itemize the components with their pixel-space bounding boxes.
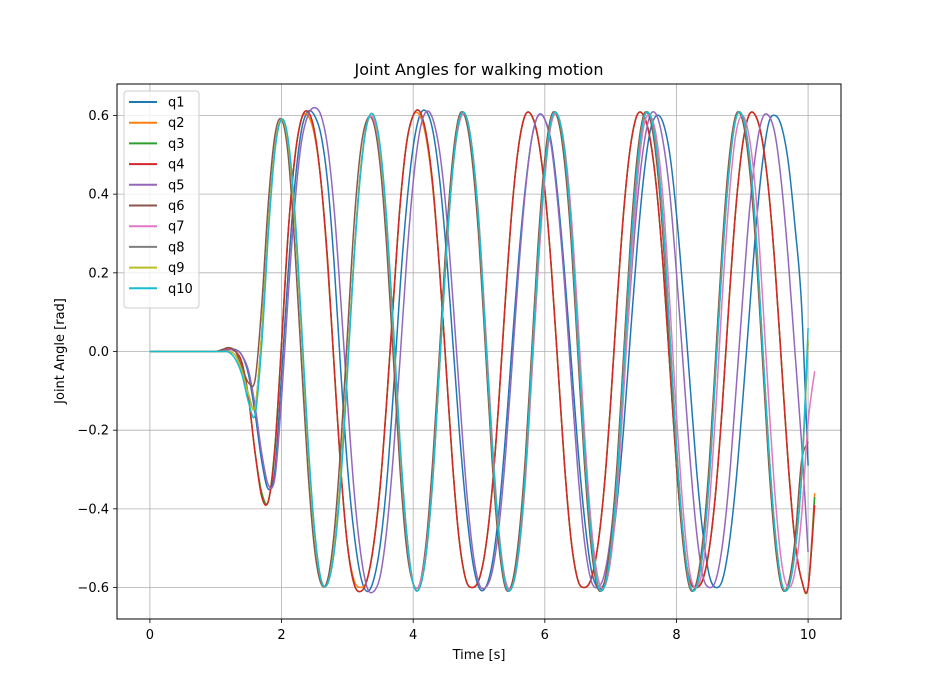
- legend: q1 q2 q3 q4 q5 q6 q7 q8 q9 q10: [123, 90, 200, 309]
- y-tick-label: 0.2: [88, 266, 109, 281]
- legend-label-q4: q4: [168, 158, 185, 173]
- series-line-q4: [149, 109, 816, 594]
- x-tick-label: 2: [277, 628, 285, 643]
- legend-label-q6: q6: [168, 199, 185, 214]
- y-tick-label: 0.4: [88, 188, 109, 203]
- x-axis-label: Time [s]: [452, 648, 506, 663]
- legend-label-q1: q1: [168, 96, 185, 111]
- legend-label-q9: q9: [168, 261, 185, 276]
- legend-box: [123, 90, 200, 309]
- y-axis-label: Joint Angle [rad]: [53, 298, 68, 405]
- x-tick-label: 8: [672, 628, 680, 643]
- y-tick-label: −0.2: [77, 424, 109, 439]
- legend-label-q5: q5: [168, 178, 185, 193]
- x-tick-label: 4: [409, 628, 417, 643]
- y-tick-label: −0.6: [77, 581, 109, 596]
- x-axis-ticks: 0 2 4 6 8 10: [146, 619, 817, 643]
- legend-label-q10: q10: [168, 282, 193, 297]
- y-tick-label: 0.0: [88, 345, 109, 360]
- legend-label-q7: q7: [168, 220, 185, 235]
- legend-label-q8: q8: [168, 240, 185, 255]
- chart-title: Joint Angles for walking motion: [354, 60, 604, 79]
- legend-label-q3: q3: [168, 137, 185, 152]
- series-lines: [149, 106, 816, 595]
- y-tick-label: −0.4: [77, 502, 109, 517]
- x-tick-label: 0: [146, 628, 154, 643]
- series-line-q1: [149, 109, 809, 593]
- x-tick-label: 6: [541, 628, 549, 643]
- legend-label-q2: q2: [168, 116, 185, 131]
- y-axis-ticks: −0.6 −0.4 −0.2 0.0 0.2 0.4 0.6: [77, 109, 117, 596]
- y-tick-label: 0.6: [88, 109, 109, 124]
- series-line-q6: [149, 111, 809, 592]
- x-tick-label: 10: [800, 628, 817, 643]
- series-line-q10: [149, 111, 809, 592]
